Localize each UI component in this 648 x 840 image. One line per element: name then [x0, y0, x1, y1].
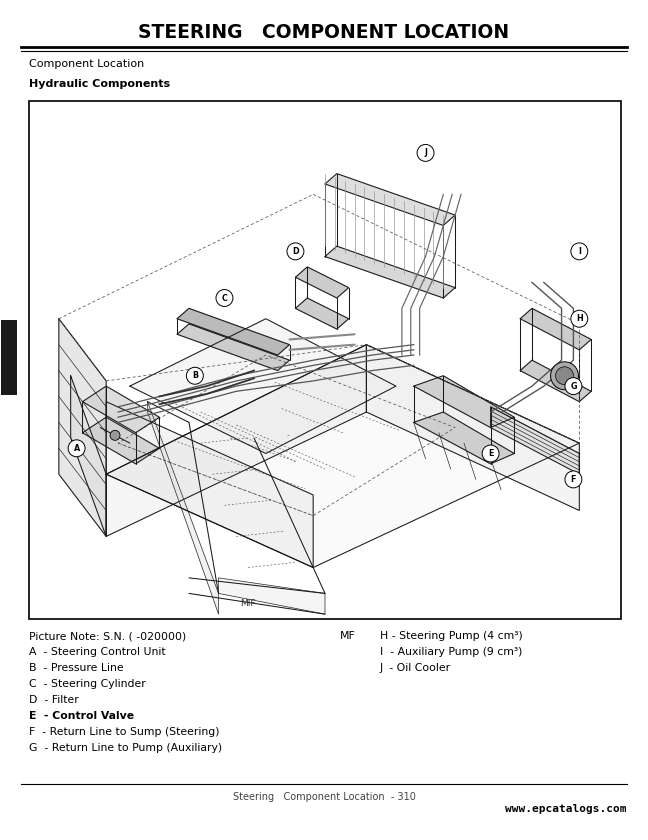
Polygon shape: [82, 386, 159, 433]
Text: Component Location: Component Location: [29, 59, 145, 69]
Circle shape: [555, 367, 573, 385]
Circle shape: [68, 440, 85, 457]
Text: Picture Note: S.N. ( -020000): Picture Note: S.N. ( -020000): [29, 632, 187, 641]
Circle shape: [551, 362, 579, 390]
Text: G: G: [570, 381, 577, 391]
Bar: [29, 101, 621, 619]
Polygon shape: [520, 360, 591, 402]
Polygon shape: [295, 298, 349, 329]
Text: F: F: [571, 475, 576, 484]
Polygon shape: [59, 318, 106, 537]
Text: B: B: [192, 371, 198, 381]
Text: MF: MF: [340, 632, 356, 641]
Text: A: A: [73, 444, 80, 453]
Text: MIF: MIF: [240, 599, 256, 607]
Circle shape: [565, 471, 582, 488]
Text: C: C: [222, 293, 227, 302]
Polygon shape: [82, 417, 159, 464]
Text: D: D: [292, 247, 299, 256]
Circle shape: [571, 243, 588, 260]
Text: Steering   Component Location  - 310: Steering Component Location - 310: [233, 792, 415, 801]
Text: B  - Pressure Line: B - Pressure Line: [29, 664, 124, 673]
Text: H - Steering Pump (4 cm³): H - Steering Pump (4 cm³): [380, 632, 522, 641]
Polygon shape: [218, 578, 325, 614]
Polygon shape: [366, 344, 579, 511]
Circle shape: [417, 144, 434, 161]
Polygon shape: [177, 308, 290, 355]
Polygon shape: [106, 402, 313, 568]
Text: STEERING   COMPONENT LOCATION: STEERING COMPONENT LOCATION: [139, 24, 509, 42]
Text: F  - Return Line to Sump (Steering): F - Return Line to Sump (Steering): [29, 727, 220, 737]
Polygon shape: [520, 308, 591, 349]
Polygon shape: [148, 402, 218, 614]
Text: C  - Steering Cylinder: C - Steering Cylinder: [29, 680, 146, 689]
Circle shape: [482, 445, 499, 462]
Text: H: H: [576, 314, 583, 323]
Polygon shape: [177, 324, 290, 370]
Polygon shape: [413, 375, 515, 428]
Polygon shape: [71, 375, 106, 537]
Text: www.epcatalogs.com: www.epcatalogs.com: [505, 804, 627, 814]
Bar: [1, 320, 17, 395]
Circle shape: [565, 378, 582, 395]
Circle shape: [287, 243, 304, 260]
Polygon shape: [325, 174, 455, 225]
Text: I: I: [578, 247, 581, 256]
Text: G  - Return Line to Pump (Auxiliary): G - Return Line to Pump (Auxiliary): [29, 743, 222, 753]
Polygon shape: [491, 407, 579, 475]
Text: E: E: [488, 449, 493, 458]
Polygon shape: [295, 267, 349, 298]
Circle shape: [187, 367, 203, 384]
Text: D  - Filter: D - Filter: [29, 695, 79, 705]
Circle shape: [216, 290, 233, 307]
Text: J: J: [424, 149, 427, 157]
Polygon shape: [325, 246, 455, 298]
Polygon shape: [130, 318, 396, 454]
Circle shape: [571, 310, 588, 328]
Text: J  - Oil Cooler: J - Oil Cooler: [380, 664, 451, 673]
Polygon shape: [106, 344, 579, 568]
Circle shape: [110, 430, 120, 440]
Polygon shape: [413, 412, 515, 464]
Text: Hydraulic Components: Hydraulic Components: [29, 79, 170, 89]
Text: A  - Steering Control Unit: A - Steering Control Unit: [29, 648, 166, 657]
Polygon shape: [106, 344, 366, 537]
Text: E  - Control Valve: E - Control Valve: [29, 711, 134, 721]
Text: I  - Auxiliary Pump (9 cm³): I - Auxiliary Pump (9 cm³): [380, 648, 522, 657]
